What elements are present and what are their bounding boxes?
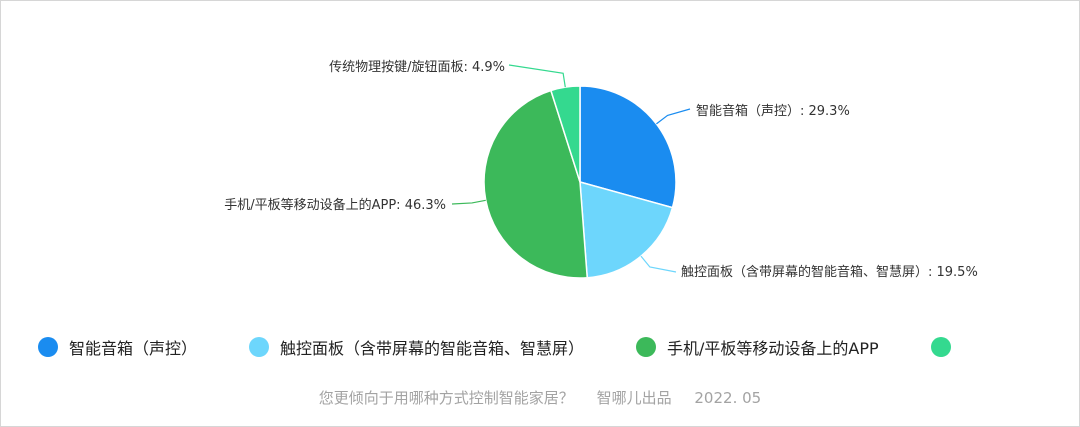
pie-slice-mobile-app[interactable]	[483, 89, 589, 279]
legend-swatch	[38, 337, 58, 357]
pie-slice-smart-speaker[interactable]	[579, 85, 677, 209]
pie-slice-physical-buttons[interactable]	[549, 85, 581, 183]
legend-item-touch-panel[interactable]: 触控面板（含带屏幕的智能音箱、智慧屏）	[249, 335, 584, 359]
leader-line-smart-speaker	[656, 108, 691, 125]
legend-swatch	[636, 337, 657, 357]
pie-slices	[483, 85, 677, 279]
leader-line-mobile-app	[451, 199, 486, 205]
slice-label-physical-buttons: 传统物理按键/旋钮面板: 4.9%	[329, 60, 505, 75]
leader-line-touch-panel	[640, 255, 677, 273]
pie-slice-touch-panel[interactable]	[579, 180, 674, 279]
footer: 您更倾向于用哪种方式控制智能家居？ 智哪儿出品 2022. 05	[0, 387, 1080, 408]
leader-line-physical-buttons	[508, 64, 566, 88]
slice-label-smart-speaker: 智能音箱（声控）: 29.3%	[696, 103, 850, 119]
legend-label: 触控面板（含带屏幕的智能音箱、智慧屏）	[280, 339, 585, 358]
legend-label: 智能音箱（声控）	[69, 339, 198, 358]
legend-swatch	[249, 337, 270, 357]
leader-lines	[451, 64, 691, 273]
slice-label-touch-panel: 触控面板（含带屏幕的智能音箱、智慧屏）: 19.5%	[681, 264, 978, 280]
legend-item-smart-speaker[interactable]: 智能音箱（声控）	[38, 335, 197, 359]
legend-item-physical-buttons[interactable]	[930, 337, 962, 357]
publish-date: 2022. 05	[694, 389, 762, 407]
legend: 智能音箱（声控） 触控面板（含带屏幕的智能音箱、智慧屏） 手机/平板等移动设备上…	[38, 335, 1070, 359]
survey-question: 您更倾向于用哪种方式控制智能家居？	[318, 389, 574, 407]
slice-label-mobile-app: 手机/平板等移动设备上的APP: 46.3%	[224, 197, 446, 213]
legend-item-mobile-app[interactable]: 手机/平板等移动设备上的APP	[636, 335, 879, 359]
source-credit: 智哪儿出品	[596, 389, 672, 407]
legend-label: 手机/平板等移动设备上的APP	[667, 339, 879, 358]
legend-swatch	[930, 337, 951, 357]
